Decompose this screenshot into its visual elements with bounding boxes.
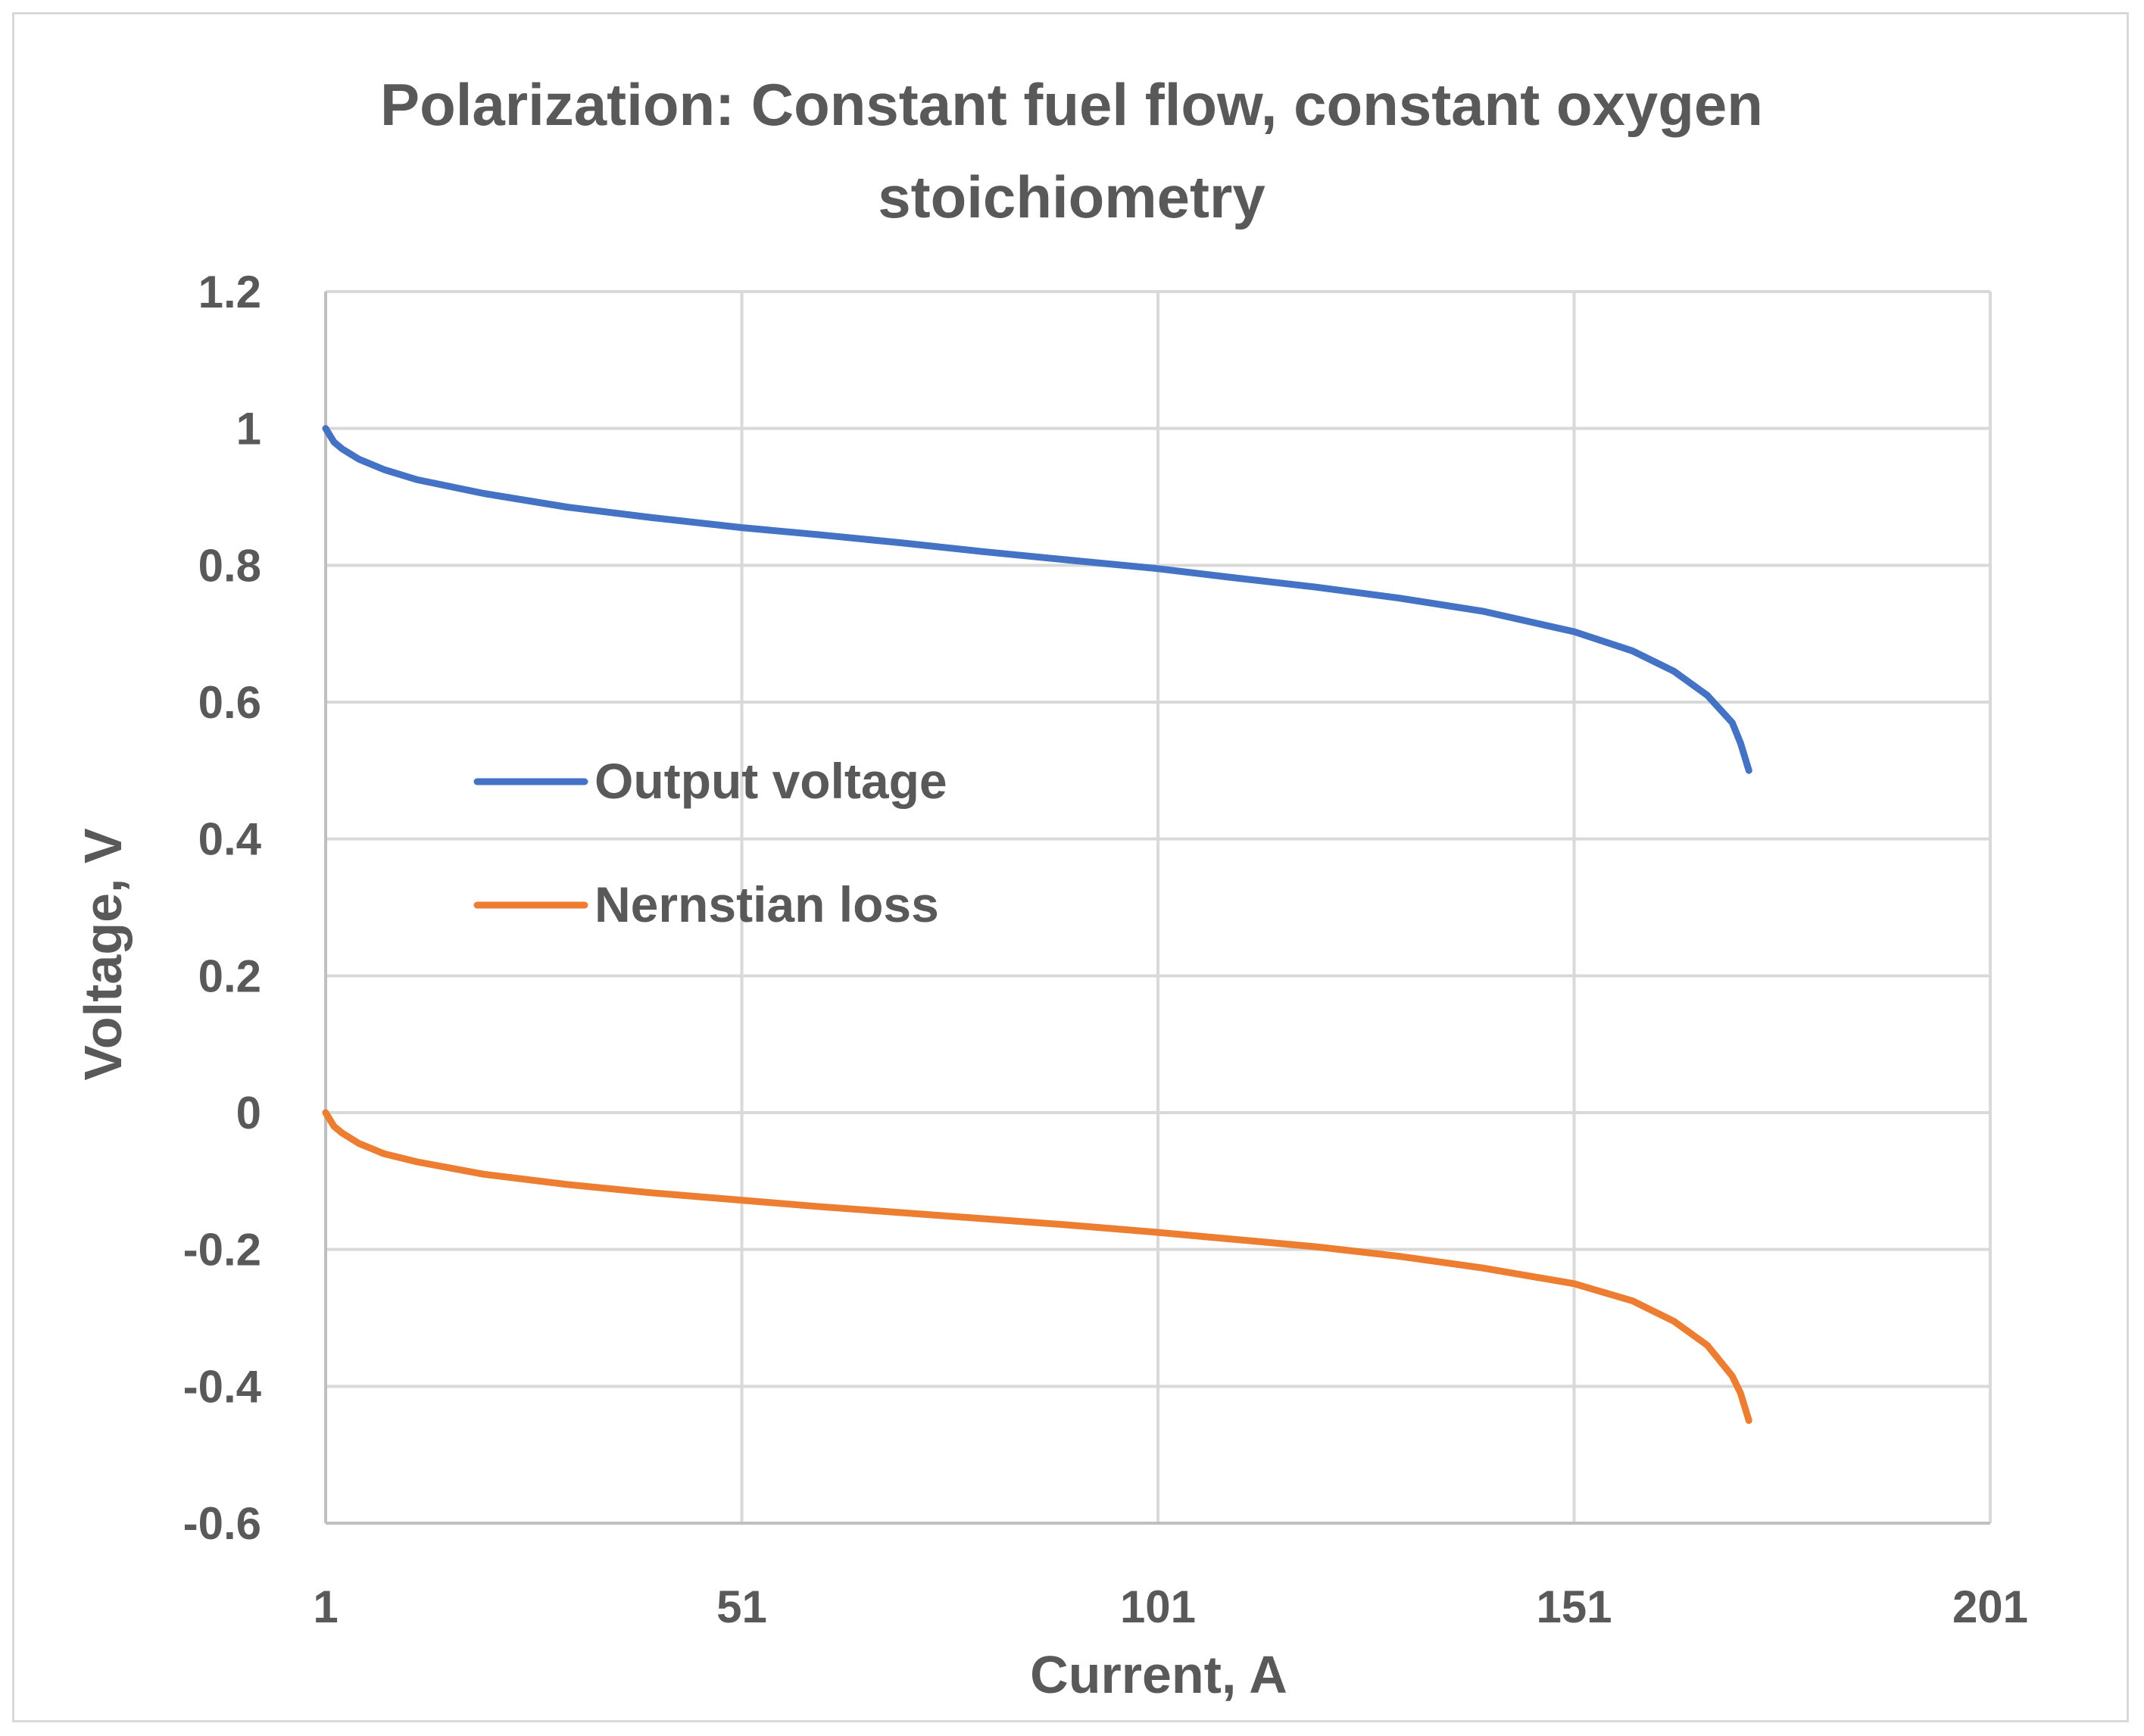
y-tick-label: 1 [236,404,261,454]
legend-label-output-voltage: Output voltage [595,753,947,809]
y-tick-label: -0.6 [183,1498,261,1549]
chart-title-line-1: Polarization: Constant fuel flow, consta… [380,71,1763,138]
chart-frame [12,12,2129,1722]
x-tick-label: 51 [716,1581,767,1632]
y-tick-label: 0.8 [198,540,261,591]
y-tick-label: 0.2 [198,951,261,1001]
x-tick-label: 1 [313,1581,338,1632]
y-tick-label: 0.6 [198,677,261,728]
y-tick-label: 1.2 [198,267,261,317]
axes [324,292,1990,1525]
y-axis-title: Voltage, V [73,828,133,1081]
y-tick-labels: 1.2 1 0.8 0.6 0.4 0.2 0 -0.2 -0.4 -0.6 [183,267,262,1549]
legend-label-nernstian-loss: Nernstian loss [595,876,939,932]
x-tick-labels: 1 51 101 151 201 [313,1581,2028,1632]
x-axis-title: Current, A [1030,1645,1287,1704]
chart-title: Polarization: Constant fuel flow, consta… [380,71,1763,230]
chart-title-line-2: stoichiometry [878,164,1265,230]
series-line-output-voltage [322,425,1752,774]
series-lines [322,425,1752,1424]
y-tick-label: 0.4 [198,814,262,865]
legend: Output voltage Nernstian loss [473,753,947,932]
series-line-nernstian-loss [322,1109,1752,1424]
x-tick-label: 101 [1120,1581,1196,1632]
x-tick-label: 151 [1536,1581,1612,1632]
x-tick-label: 201 [1952,1581,2028,1632]
y-tick-label: 0 [236,1088,261,1138]
y-tick-label: -0.4 [183,1361,262,1412]
y-tick-label: -0.2 [183,1225,261,1275]
